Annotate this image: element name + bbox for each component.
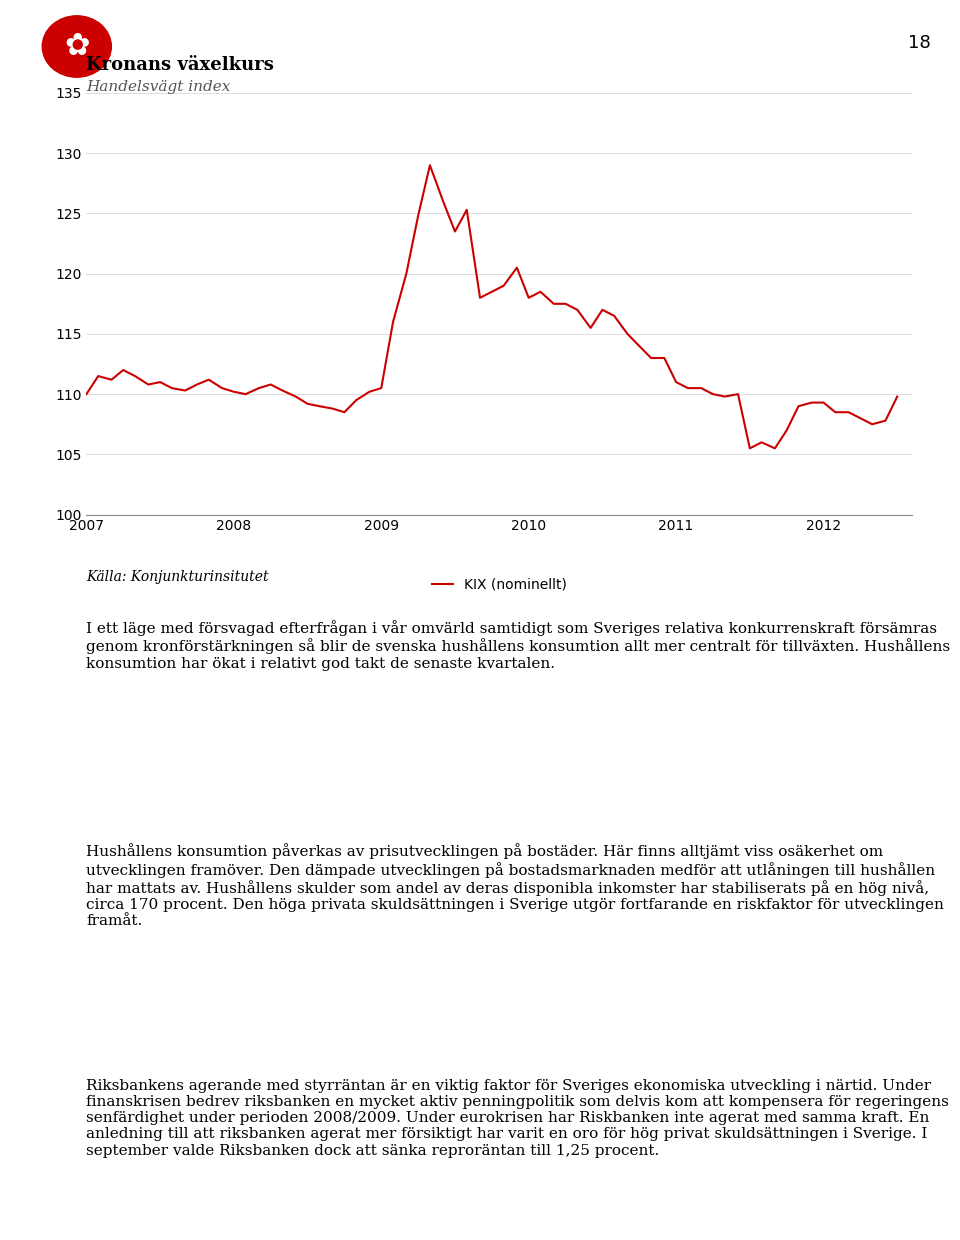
Text: 18: 18 [908,35,931,52]
Text: I ett läge med försvagad efterfrågan i vår omvärld samtidigt som Sveriges relati: I ett läge med försvagad efterfrågan i v… [86,620,950,671]
Legend: KIX (nominellt): KIX (nominellt) [426,572,572,598]
Text: ✿: ✿ [64,32,89,61]
Text: Riksbankens agerande med styrräntan är en viktig faktor för Sveriges ekonomiska : Riksbankens agerande med styrräntan är e… [86,1079,949,1158]
Text: Källa: Konjunkturinsitutet: Källa: Konjunkturinsitutet [86,570,269,584]
Text: Handelsvägt index: Handelsvägt index [86,81,230,94]
Text: Kronans växelkurs: Kronans växelkurs [86,56,275,74]
Text: Hushållens konsumtion påverkas av prisutvecklingen på bostäder. Här finns alltjä: Hushållens konsumtion påverkas av prisut… [86,843,945,929]
Circle shape [42,16,111,77]
